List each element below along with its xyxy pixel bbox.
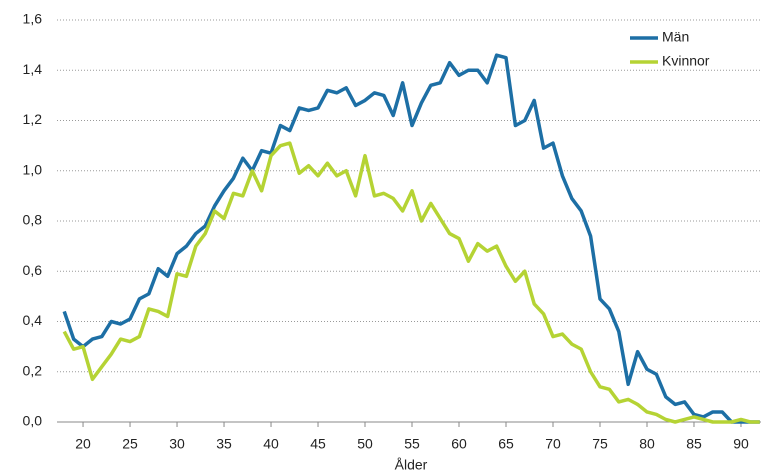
y-tick-label: 0,8	[23, 212, 43, 228]
x-tick-label: 30	[169, 436, 185, 452]
x-tick-label: 85	[686, 436, 702, 452]
y-tick-label: 0,6	[23, 262, 43, 278]
series-line	[62, 141, 760, 424]
x-tick-label: 40	[263, 436, 279, 452]
x-tick-label: 50	[357, 436, 373, 452]
x-axis-label: Ålder	[395, 457, 428, 473]
x-tick-label: 65	[498, 436, 514, 452]
x-tick-label: 60	[451, 436, 467, 452]
x-tick-label: 75	[592, 436, 608, 452]
x-tick-label: 20	[75, 436, 91, 452]
y-tick-label: 1,6	[23, 11, 43, 27]
x-tick-label: 55	[404, 436, 420, 452]
x-tick-label: 80	[639, 436, 655, 452]
x-tick-label: 35	[216, 436, 232, 452]
y-tick-label: 1,4	[23, 61, 43, 77]
legend-label: Män	[662, 29, 689, 45]
legend-label: Kvinnor	[662, 53, 710, 69]
x-tick-label: 25	[122, 436, 138, 452]
y-tick-label: 0,0	[23, 413, 43, 429]
series-line	[62, 53, 760, 424]
y-tick-label: 1,2	[23, 111, 43, 127]
y-tick-label: 1,0	[23, 161, 43, 177]
x-tick-label: 70	[545, 436, 561, 452]
x-tick-label: 45	[310, 436, 326, 452]
x-tick-label: 90	[733, 436, 749, 452]
y-tick-label: 0,2	[23, 362, 43, 378]
y-tick-label: 0,4	[23, 312, 43, 328]
